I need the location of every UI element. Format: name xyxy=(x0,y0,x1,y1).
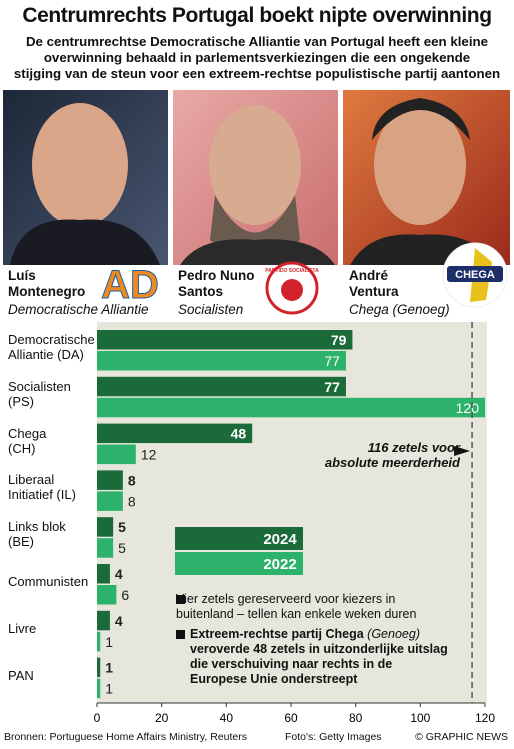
hair xyxy=(372,98,470,140)
x-tick-label: 120 xyxy=(475,711,495,725)
value-label: 79 xyxy=(331,332,347,348)
x-tick-label: 0 xyxy=(94,711,101,725)
legend: 2024 2022 xyxy=(175,527,303,575)
bar xyxy=(97,397,485,418)
suit xyxy=(10,219,160,265)
bar xyxy=(97,330,353,350)
note-bold: veroverde 48 zetels in uitzonderlijke ui… xyxy=(190,642,448,686)
x-tick-label: 60 xyxy=(284,711,298,725)
value-label: 77 xyxy=(324,353,340,369)
person-name: Pedro Nuno Santos xyxy=(178,268,255,299)
value-label: 1 xyxy=(105,660,113,676)
title: Centrumrechts Portugal boekt nipte overw… xyxy=(22,4,492,27)
note-italic: (Genoeg) xyxy=(367,627,420,641)
value-label: 12 xyxy=(141,447,157,463)
chega-logo-text: CHEGA xyxy=(455,269,495,281)
majority-arrow xyxy=(454,446,471,456)
face xyxy=(374,105,466,225)
bullet xyxy=(176,595,185,604)
bar xyxy=(97,610,110,631)
subtitle: De centrumrechtse Democratische Allianti… xyxy=(13,34,501,81)
person-name: André Ventura xyxy=(349,268,399,299)
value-label: 6 xyxy=(121,587,129,603)
shirt xyxy=(180,239,335,265)
credit: © GRAPHIC NEWS xyxy=(415,731,508,743)
person-party: Democratische Alliantie xyxy=(8,302,149,317)
value-label: 8 xyxy=(128,493,136,509)
face xyxy=(32,103,128,227)
person-party: Chega (Genoeg) xyxy=(349,302,450,317)
note-bold: Extreem-rechtse partij Chega xyxy=(190,627,364,641)
bar xyxy=(97,678,101,699)
majority-label: 116 zetels voor absolute meerderheid xyxy=(324,440,460,470)
person-name: Luís Montenegro xyxy=(8,268,86,299)
category-label: Chega (CH) xyxy=(8,425,47,456)
legend-label: 2024 xyxy=(263,531,297,548)
bar xyxy=(97,470,123,490)
value-label: 1 xyxy=(105,681,113,697)
category-label: Liberaal Initiatief (IL) xyxy=(8,472,76,503)
value-label: 1 xyxy=(105,634,113,650)
legend-swatch xyxy=(175,552,303,575)
x-tick-label: 80 xyxy=(349,711,363,725)
category-label: Links blok (BE) xyxy=(8,519,66,550)
chega-band xyxy=(447,266,503,282)
bar xyxy=(97,517,114,537)
bar xyxy=(97,376,346,397)
category-label: Livre xyxy=(8,620,37,636)
category-label: Democratische Alliantie (DA) xyxy=(8,332,95,362)
category-label: Communisten xyxy=(8,574,89,589)
value-label: 5 xyxy=(118,519,126,535)
legend-swatch xyxy=(175,527,303,550)
note: Vier zetels gereserveerd voor kiezers in… xyxy=(176,592,417,621)
note: Extreem-rechtse partij Chega (Genoeg) ver… xyxy=(176,627,476,687)
value-label: 120 xyxy=(456,400,480,416)
sources: Bronnen: Portuguese Home Affairs Ministr… xyxy=(4,731,247,743)
bullet xyxy=(176,630,185,639)
legend-label: 2022 xyxy=(263,556,296,573)
bar xyxy=(97,564,110,584)
value-label: 77 xyxy=(324,379,340,395)
value-label: 4 xyxy=(115,613,123,629)
value-label: 4 xyxy=(115,566,123,582)
photo-credit: Foto's: Getty Images xyxy=(285,731,382,743)
x-tick-label: 100 xyxy=(410,711,430,725)
face xyxy=(209,105,301,225)
bar xyxy=(97,423,253,444)
category-label: PAN xyxy=(8,667,34,683)
bar xyxy=(97,585,117,605)
category-label: Socialisten (PS) xyxy=(8,378,71,409)
value-label: 48 xyxy=(231,426,247,442)
ps-logo-fist xyxy=(281,279,303,301)
x-tick-label: 20 xyxy=(155,711,169,725)
value-label: 5 xyxy=(118,540,126,556)
ad-logo: AD xyxy=(101,263,159,307)
person-party: Socialisten xyxy=(178,302,244,317)
ps-logo-text: PARTIDO SOCIALISTA xyxy=(265,268,319,274)
x-tick-label: 40 xyxy=(220,711,234,725)
bar xyxy=(97,491,123,511)
bar xyxy=(97,538,114,558)
bar xyxy=(97,631,101,652)
value-label: 8 xyxy=(128,472,136,488)
bar xyxy=(97,657,101,678)
bar xyxy=(97,351,346,371)
bar xyxy=(97,444,136,465)
